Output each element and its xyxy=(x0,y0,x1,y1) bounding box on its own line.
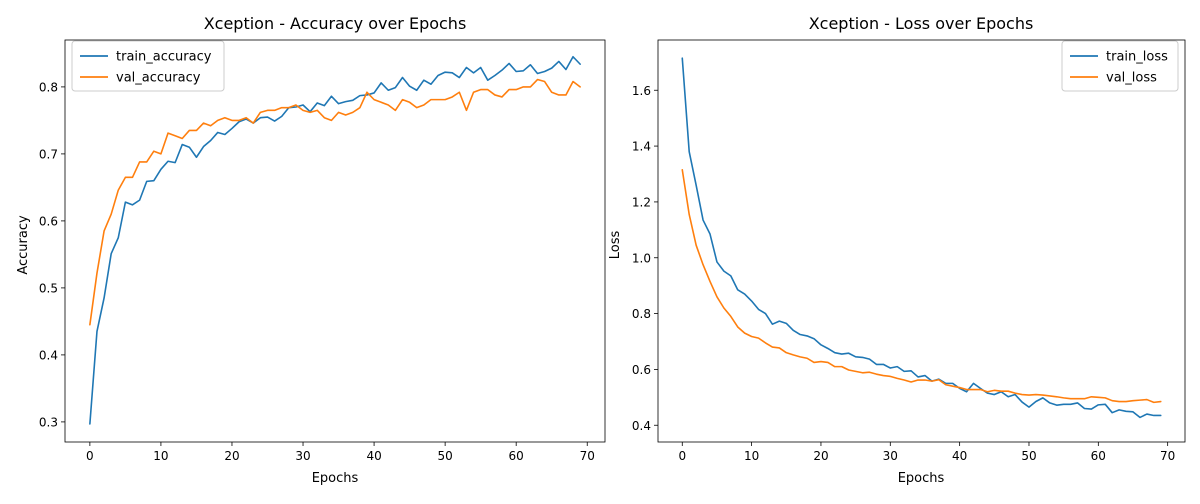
accuracy-x-tick-label: 50 xyxy=(437,449,452,463)
accuracy-x-tick-label: 20 xyxy=(224,449,239,463)
loss-x-tick-label: 0 xyxy=(678,449,686,463)
legend-label-val-loss: val_loss xyxy=(1106,71,1157,86)
loss-y-axis-label: Loss xyxy=(608,231,623,260)
loss-x-tick-label: 20 xyxy=(813,449,828,463)
loss-series-lines xyxy=(681,57,1162,419)
loss-x-tick-label: 10 xyxy=(744,449,759,463)
accuracy-y-tick-label: 0.8 xyxy=(39,80,58,94)
accuracy-chart-title: Xception - Accuracy over Epochs xyxy=(204,14,467,33)
loss-y-tick-label: 1.4 xyxy=(632,140,651,154)
accuracy-y-tick-label: 0.5 xyxy=(39,281,58,295)
accuracy-y-tick-label: 0.4 xyxy=(39,348,58,362)
accuracy-legend-box xyxy=(71,40,225,92)
accuracy-x-tick-label: 40 xyxy=(366,449,381,463)
loss-y-tick-label: 1.6 xyxy=(632,84,651,98)
accuracy-x-tick-label: 10 xyxy=(153,449,168,463)
series-line-val-loss xyxy=(681,169,1162,404)
accuracy-y-axis-label: Accuracy xyxy=(16,215,31,275)
legend-label-train-accuracy: train_accuracy xyxy=(116,50,212,65)
accuracy-axes-frame xyxy=(64,39,606,443)
loss-x-tick-label: 30 xyxy=(883,449,898,463)
loss-subplot: Xception - Loss over Epochs Epochs Loss … xyxy=(608,14,1186,486)
legend-label-val-accuracy: val_accuracy xyxy=(116,71,201,86)
legend-label-train-loss: train_loss xyxy=(1106,50,1168,65)
loss-y-tick-label: 0.6 xyxy=(632,363,651,377)
loss-y-tick-label: 0.4 xyxy=(632,419,651,433)
loss-axes-frame xyxy=(657,39,1186,443)
loss-x-tick-label: 40 xyxy=(952,449,967,463)
series-line-val-accuracy xyxy=(89,78,581,326)
accuracy-y-tick-label: 0.7 xyxy=(39,147,58,161)
loss-legend: train_loss val_loss xyxy=(1061,40,1179,92)
accuracy-y-ticks: 0.3 0.4 0.5 0.6 0.7 0.8 xyxy=(39,80,65,429)
loss-chart-title: Xception - Loss over Epochs xyxy=(809,14,1034,33)
series-line-train-accuracy xyxy=(89,55,581,425)
accuracy-x-tick-label: 0 xyxy=(86,449,94,463)
accuracy-subplot: Xception - Accuracy over Epochs Epochs A… xyxy=(16,14,606,486)
loss-x-tick-label: 60 xyxy=(1091,449,1106,463)
accuracy-x-axis-label: Epochs xyxy=(312,471,359,486)
loss-x-tick-label: 50 xyxy=(1021,449,1036,463)
accuracy-x-tick-label: 30 xyxy=(295,449,310,463)
loss-legend-box xyxy=(1061,40,1179,92)
accuracy-y-tick-label: 0.6 xyxy=(39,214,58,228)
accuracy-x-ticks: 0 10 20 30 40 50 60 70 xyxy=(86,442,595,463)
accuracy-x-tick-label: 60 xyxy=(509,449,524,463)
loss-x-axis-label: Epochs xyxy=(898,471,945,486)
accuracy-legend: train_accuracy val_accuracy xyxy=(71,40,225,92)
loss-y-tick-label: 0.8 xyxy=(632,307,651,321)
loss-y-tick-label: 1.2 xyxy=(632,195,651,209)
loss-y-ticks: 0.4 0.6 0.8 1.0 1.2 1.4 1.6 xyxy=(632,84,658,433)
loss-x-ticks: 0 10 20 30 40 50 60 70 xyxy=(678,442,1175,463)
loss-x-tick-label: 70 xyxy=(1160,449,1175,463)
accuracy-x-tick-label: 70 xyxy=(580,449,595,463)
series-line-train-loss xyxy=(681,57,1162,419)
loss-y-tick-label: 1.0 xyxy=(632,251,651,265)
accuracy-series-lines xyxy=(89,55,581,425)
accuracy-y-tick-label: 0.3 xyxy=(39,415,58,429)
